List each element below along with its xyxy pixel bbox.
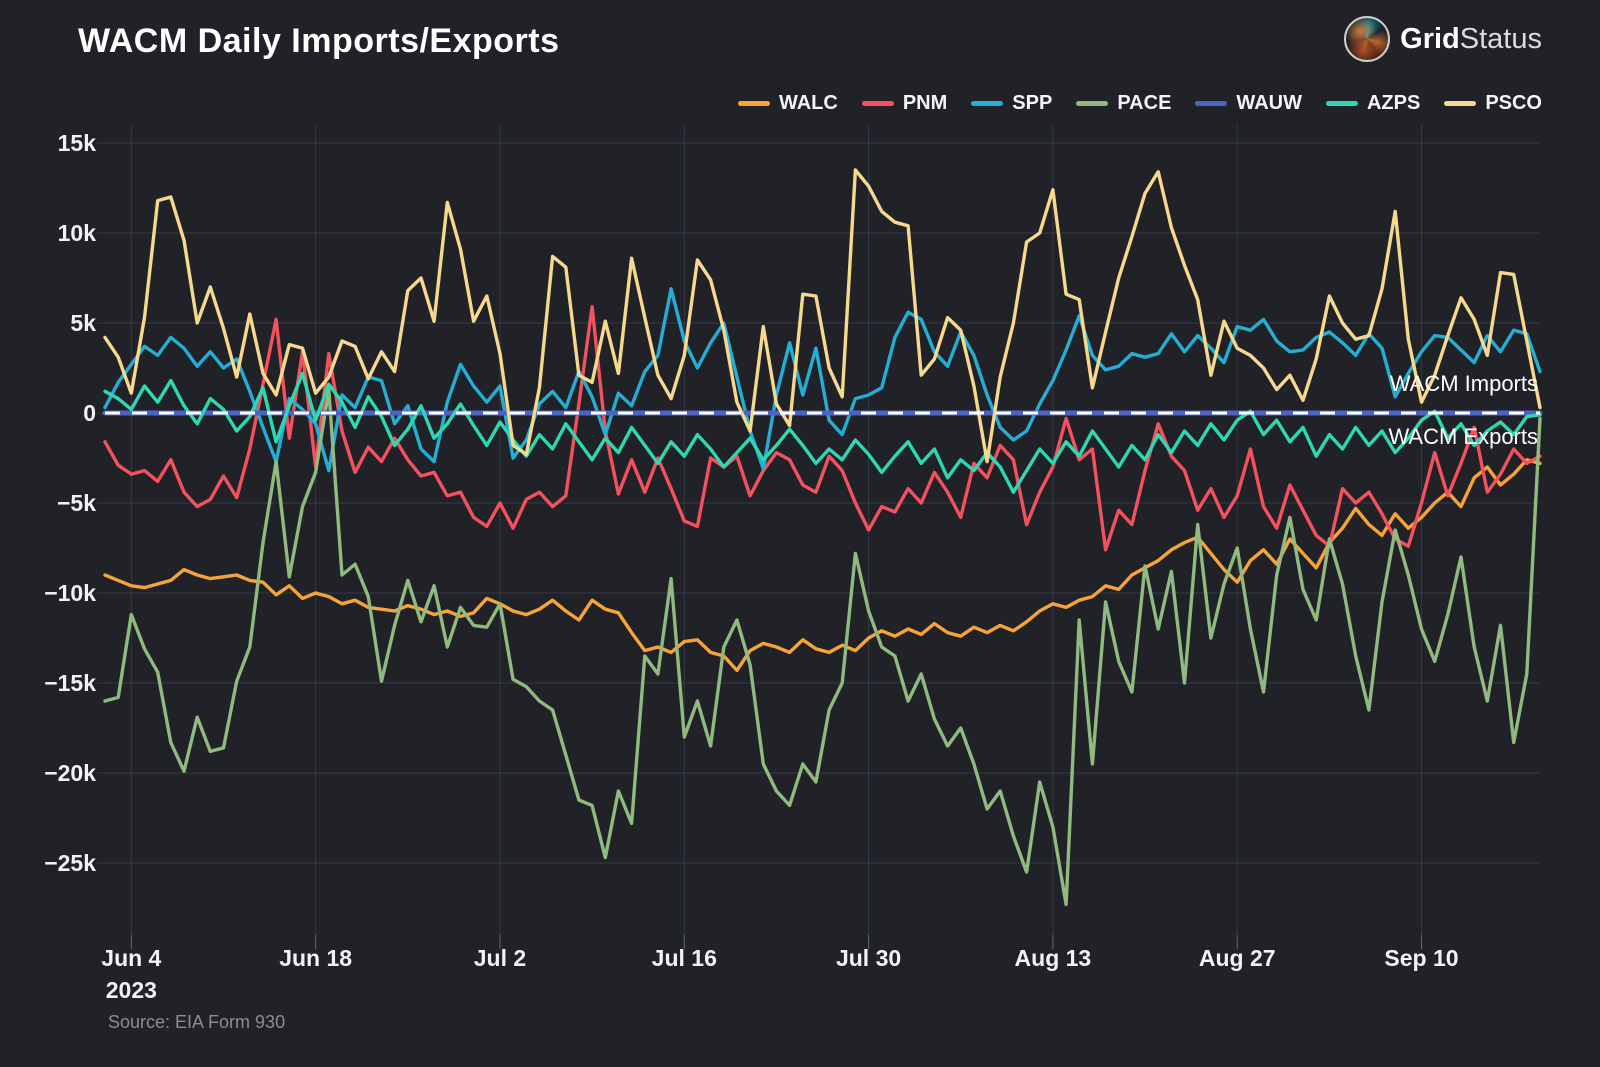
x-tick-label: Jul 30 <box>836 945 901 971</box>
legend-label-AZPS: AZPS <box>1366 92 1421 114</box>
legend-item-WAUW[interactable]: WAUW <box>1195 92 1302 115</box>
x-tick-year-label: 2023 <box>106 977 157 1003</box>
x-tick-label: Jul 2 <box>474 945 526 971</box>
legend-label-SPP: SPP <box>1012 92 1053 114</box>
annotation-wacm-exports: WACM Exports <box>1388 424 1538 449</box>
y-tick-label: −15k <box>44 670 96 696</box>
legend-item-PNM[interactable]: PNM <box>861 92 948 115</box>
logo-text-bold: Grid <box>1400 23 1460 55</box>
logo-text-light: Status <box>1459 23 1542 55</box>
y-tick-label: −20k <box>44 760 96 786</box>
legend-label-WAUW: WAUW <box>1236 92 1302 114</box>
gridstatus-logo: GridStatus <box>1344 16 1542 62</box>
legend-swatch-PNM <box>861 101 894 106</box>
series-line-WALC[interactable] <box>103 458 1542 673</box>
x-tick-label: Aug 27 <box>1199 945 1276 971</box>
chart-legend: WALC PNM SPP PACE WAUW AZPS PSCO <box>737 92 1542 115</box>
series-line-PSCO[interactable] <box>103 168 1542 464</box>
series-line-AZPS[interactable] <box>103 371 1542 494</box>
legend-swatch-PSCO <box>1444 101 1477 106</box>
x-tick-label: Jun 4 <box>101 945 161 971</box>
legend-label-PSCO: PSCO <box>1485 92 1542 114</box>
y-tick-label: −5k <box>57 490 96 516</box>
y-tick-label: 0 <box>83 400 96 426</box>
source-note: Source: EIA Form 930 <box>108 1012 286 1032</box>
legend-item-WALC[interactable]: WALC <box>737 92 838 115</box>
x-tick-label: Sep 10 <box>1384 945 1458 971</box>
legend-label-PACE: PACE <box>1117 92 1172 114</box>
legend-swatch-WAUW <box>1195 101 1228 106</box>
legend-swatch-PACE <box>1076 101 1109 106</box>
gridstatus-logo-text: GridStatus <box>1400 16 1542 62</box>
series-line-SPP[interactable] <box>103 287 1542 473</box>
legend-item-PSCO[interactable]: PSCO <box>1444 92 1542 115</box>
series-line-PNM[interactable] <box>103 305 1542 552</box>
legend-item-SPP[interactable]: SPP <box>971 92 1052 115</box>
y-tick-label: −10k <box>44 580 96 606</box>
legend-label-WALC: WALC <box>778 92 838 114</box>
legend-swatch-SPP <box>971 101 1004 106</box>
legend-item-PACE[interactable]: PACE <box>1076 92 1171 115</box>
y-tick-label: 5k <box>70 310 96 336</box>
series-line-PACE[interactable] <box>103 387 1542 907</box>
x-tick-label: Aug 13 <box>1015 945 1092 971</box>
y-tick-label: 10k <box>58 220 97 246</box>
annotation-wacm-imports: WACM Imports <box>1389 371 1538 396</box>
x-tick-label: Jul 16 <box>652 945 717 971</box>
x-tick-label: Jun 18 <box>279 945 352 971</box>
legend-item-AZPS[interactable]: AZPS <box>1325 92 1421 115</box>
y-tick-label: −25k <box>44 850 96 876</box>
legend-label-PNM: PNM <box>902 92 948 114</box>
y-tick-label: 15k <box>58 130 97 156</box>
page-title: WACM Daily Imports/Exports <box>78 22 560 60</box>
gridstatus-logo-icon <box>1344 16 1391 62</box>
legend-swatch-AZPS <box>1325 101 1358 106</box>
legend-swatch-WALC <box>737 101 770 106</box>
